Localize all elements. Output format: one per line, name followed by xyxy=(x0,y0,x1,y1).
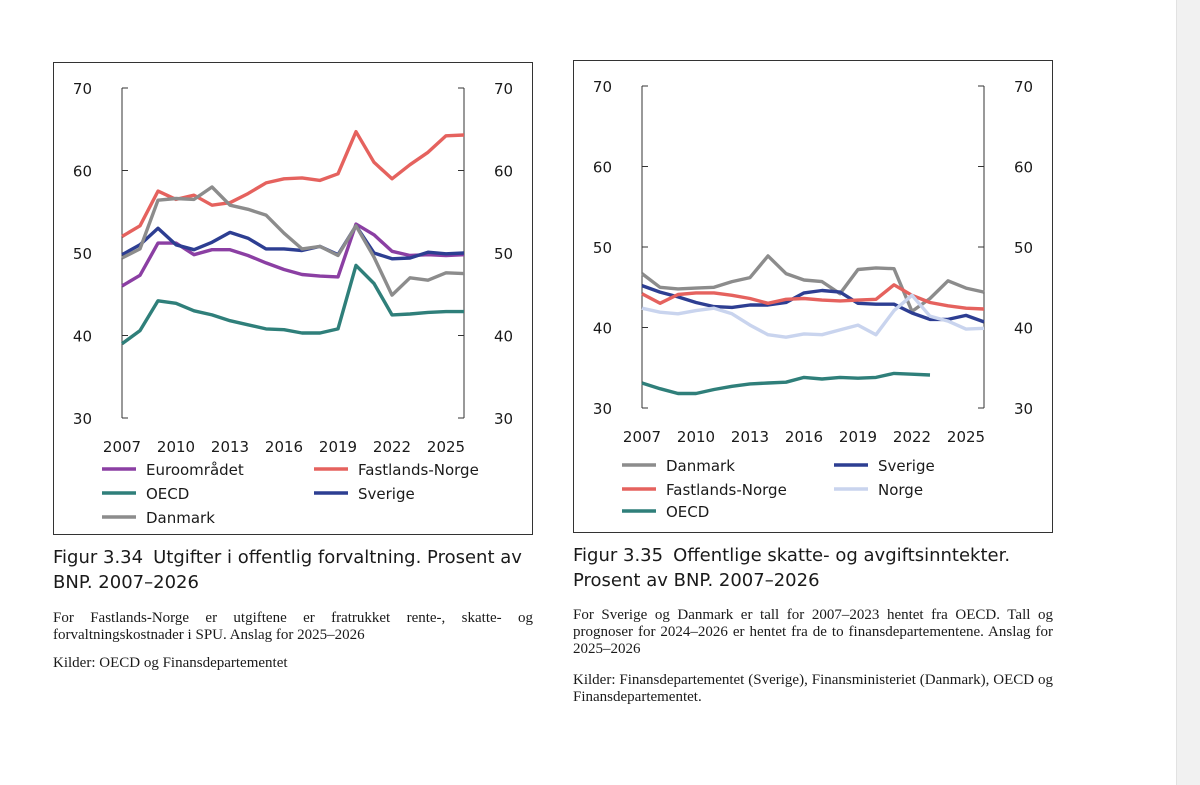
x-tick-label: 2013 xyxy=(731,428,769,446)
series-line-fastlands-norge xyxy=(641,283,985,311)
x-tick-label: 2010 xyxy=(157,438,195,456)
y-tick-label-right: 50 xyxy=(1014,239,1033,257)
y-tick-label-right: 40 xyxy=(1014,320,1033,338)
figure-note-fig334: For Fastlands-Norge er utgiftene er frat… xyxy=(53,610,533,643)
chart-fig335: 30 30 40 40 50 50 60 60 70 70 2007 2010 2013 2016 2019… xyxy=(593,78,1033,521)
series-line-fastlands-norge xyxy=(121,130,465,238)
y-tick-label-right: 70 xyxy=(1014,78,1033,96)
x-tick-label: 2013 xyxy=(211,438,249,456)
x-tick-label: 2019 xyxy=(839,428,877,446)
legend-label: Danmark xyxy=(146,509,215,527)
figure-sources-fig335: Kilder: Finansdepartementet (Sverige), F… xyxy=(573,672,1053,705)
x-tick-label: 2007 xyxy=(103,438,141,456)
x-tick-label: 2025 xyxy=(947,428,985,446)
figure-number: Figur 3.34 xyxy=(53,547,144,568)
series-line-oecd xyxy=(641,371,931,396)
x-tick-label: 2022 xyxy=(893,428,931,446)
series-line-oecd xyxy=(120,263,464,346)
legend-label: OECD xyxy=(146,485,189,503)
y-tick-label-left: 40 xyxy=(593,320,612,338)
series-line-norge xyxy=(641,293,985,339)
x-tick-label: 2016 xyxy=(265,438,303,456)
x-tick-label: 2025 xyxy=(427,438,465,456)
x-tick-label: 2016 xyxy=(785,428,823,446)
y-tick-label-right: 50 xyxy=(494,245,513,263)
figure-title: Offentlige skatte- og avgiftsinntekter. … xyxy=(573,545,1011,591)
y-tick-label-left: 50 xyxy=(73,245,92,263)
chart-fig334: 30 30 40 40 50 50 60 60 70 70 2007 2010 2013 2016 2019… xyxy=(73,80,513,527)
legend-label: Euroområdet xyxy=(146,461,244,479)
y-tick-label-left: 30 xyxy=(73,410,92,428)
y-tick-label-left: 30 xyxy=(593,400,612,418)
y-tick-label-right: 40 xyxy=(494,328,513,346)
legend-label: Danmark xyxy=(666,457,735,475)
y-tick-label-right: 30 xyxy=(1014,400,1033,418)
figure-caption-fig334: Figur 3.34 Utgifter i offentlig forvaltni… xyxy=(53,545,543,595)
legend-label: OECD xyxy=(666,503,709,521)
figure-sources-fig334: Kilder: OECD og Finansdepartementet xyxy=(53,655,288,671)
series-line-sverige xyxy=(121,224,465,261)
y-tick-label-left: 60 xyxy=(73,163,92,181)
x-tick-label: 2010 xyxy=(677,428,715,446)
y-tick-label-right: 60 xyxy=(1014,159,1033,177)
series-line-sverige xyxy=(641,284,985,324)
x-tick-label: 2019 xyxy=(319,438,357,456)
figure-caption-fig335: Figur 3.35 Offentlige skatte- og avgiftsi… xyxy=(573,543,1053,593)
y-tick-label-left: 70 xyxy=(73,80,92,98)
x-tick-label: 2022 xyxy=(373,438,411,456)
page-edge xyxy=(1176,0,1200,785)
legend-label: Fastlands-Norge xyxy=(666,481,787,499)
y-tick-label-left: 70 xyxy=(593,78,612,96)
legend-label: Norge xyxy=(878,481,923,499)
y-tick-label-right: 30 xyxy=(494,410,513,428)
x-tick-label: 2007 xyxy=(623,428,661,446)
legend-label: Sverige xyxy=(878,457,935,475)
chart-frame-fig334: 30 30 40 40 50 50 60 60 70 70 2007 2010 2013 2016 2019… xyxy=(53,62,533,535)
figure-title: Utgifter i offentlig forvaltning. Prosen… xyxy=(53,547,522,593)
y-tick-label-right: 60 xyxy=(494,163,513,181)
y-tick-label-right: 70 xyxy=(494,80,513,98)
chart-frame-fig335: 30 30 40 40 50 50 60 60 70 70 2007 2010 2013 2016 2019… xyxy=(573,60,1053,533)
figure-number: Figur 3.35 xyxy=(573,545,664,566)
y-tick-label-left: 50 xyxy=(593,239,612,257)
series-line-danmark xyxy=(121,185,465,297)
legend-label: Sverige xyxy=(358,485,415,503)
legend-label: Fastlands-Norge xyxy=(358,461,479,479)
y-tick-label-left: 40 xyxy=(73,328,92,346)
y-tick-label-left: 60 xyxy=(593,159,612,177)
figure-note-fig335: For Sverige og Danmark er tall for 2007–… xyxy=(573,607,1053,657)
